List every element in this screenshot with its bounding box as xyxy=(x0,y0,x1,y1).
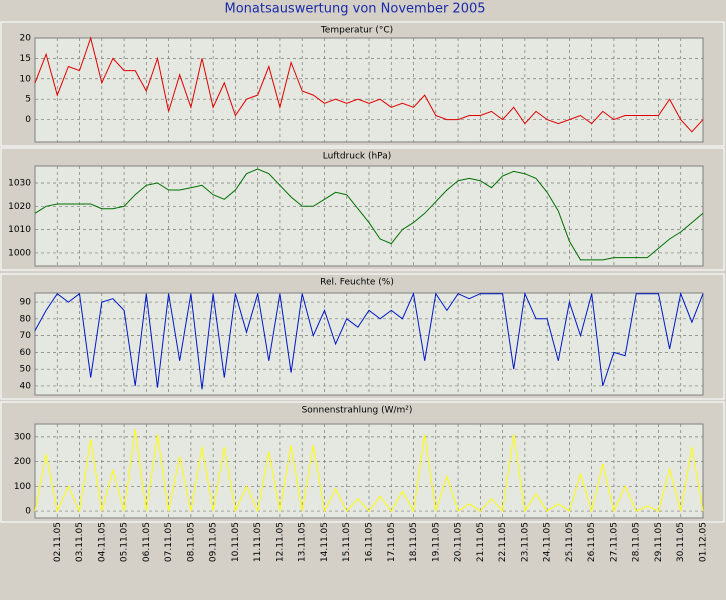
plot-area xyxy=(34,37,704,143)
main-title: Monatsauswertung von November 2005 xyxy=(224,2,485,17)
x-tick-label: 15.11.05 xyxy=(342,522,352,562)
y-tick-label: 60 xyxy=(20,348,32,358)
x-tick-label: 28.11.05 xyxy=(632,522,642,562)
line xyxy=(34,291,704,390)
y-tick-label: 1030 xyxy=(8,179,31,189)
x-tick-label: 30.11.05 xyxy=(676,522,686,562)
y-tick-label: 90 xyxy=(20,298,32,308)
y-tick-label: 80 xyxy=(20,314,32,324)
y-tick-label: 15 xyxy=(20,54,31,64)
x-tick-label: 16.11.05 xyxy=(365,522,375,562)
x-tick-label: 11.11.05 xyxy=(253,522,263,562)
x-tick-label: 29.11.05 xyxy=(654,522,664,562)
y-tick-label: 10 xyxy=(20,74,32,84)
x-tick-label: 27.11.05 xyxy=(609,522,619,562)
panel-title: Rel. Feuchte (%) xyxy=(320,278,394,288)
panel-title: Temperatur (°C) xyxy=(320,26,393,36)
panel-title: Luftdruck (hPa) xyxy=(323,152,392,162)
x-tick-label: 02.11.05 xyxy=(53,522,63,562)
y-tick-label: 40 xyxy=(20,381,32,391)
y-tick-label: 70 xyxy=(20,331,32,341)
x-tick-label: 25.11.05 xyxy=(565,522,575,562)
panel-title: Sonnenstrahlung (W/m²) xyxy=(302,406,413,416)
x-tick-label: 18.11.05 xyxy=(409,522,419,562)
y-tick-label: 5 xyxy=(25,95,31,105)
y-tick-label: 50 xyxy=(20,365,32,375)
x-tick-label: 12.11.05 xyxy=(275,522,285,562)
x-tick-label: 26.11.05 xyxy=(587,522,597,562)
y-tick-label: 0 xyxy=(25,115,31,125)
x-tick-label: 17.11.05 xyxy=(387,522,397,562)
x-tick-label: 10.11.05 xyxy=(231,522,241,562)
x-tick-label: 05.11.05 xyxy=(120,522,130,562)
x-tick-label: 03.11.05 xyxy=(75,522,85,562)
y-tick-label: 100 xyxy=(14,482,31,492)
y-tick-label: 1000 xyxy=(8,248,31,258)
x-tick-label: 21.11.05 xyxy=(476,522,486,562)
y-tick-label: 200 xyxy=(14,457,31,467)
x-tick-label: 08.11.05 xyxy=(186,522,196,562)
y-tick-label: 20 xyxy=(20,34,32,44)
x-tick-label: 04.11.05 xyxy=(97,522,107,562)
line xyxy=(34,429,704,514)
y-tick-label: 1010 xyxy=(8,225,31,235)
x-tick-label: 23.11.05 xyxy=(520,522,530,562)
x-tick-label: 06.11.05 xyxy=(142,522,152,562)
line xyxy=(34,36,704,133)
x-tick-label: 19.11.05 xyxy=(431,522,441,562)
y-tick-label: 1020 xyxy=(8,202,31,212)
line xyxy=(34,168,704,261)
x-tick-label: 24.11.05 xyxy=(543,522,553,562)
x-tick-label: 22.11.05 xyxy=(498,522,508,562)
x-tick-label: 13.11.05 xyxy=(298,522,308,562)
x-tick-label: 01.12.05 xyxy=(699,522,709,562)
y-tick-label: 0 xyxy=(25,507,31,517)
x-tick-label: 20.11.05 xyxy=(454,522,464,562)
x-tick-label: 09.11.05 xyxy=(209,522,219,562)
x-tick-label: 14.11.05 xyxy=(320,522,330,562)
y-tick-label: 300 xyxy=(14,432,31,442)
x-tick-label: 07.11.05 xyxy=(164,522,174,562)
